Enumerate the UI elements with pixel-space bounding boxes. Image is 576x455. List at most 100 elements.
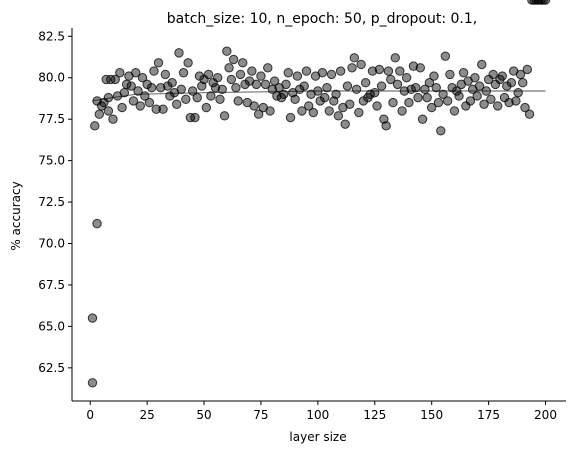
data-point xyxy=(343,82,351,90)
data-point xyxy=(382,122,390,130)
data-point xyxy=(286,113,294,121)
data-point xyxy=(282,80,290,88)
data-point xyxy=(302,67,310,75)
data-point xyxy=(334,112,342,120)
x-tick-label: 25 xyxy=(139,408,154,422)
data-point xyxy=(357,60,365,68)
data-point xyxy=(318,69,326,77)
data-point xyxy=(346,100,354,108)
data-point xyxy=(223,47,231,55)
y-tick-label: 72.5 xyxy=(38,195,65,209)
data-point xyxy=(216,95,224,103)
data-point xyxy=(450,107,458,115)
data-point xyxy=(498,72,506,80)
data-point xyxy=(487,95,495,103)
data-point xyxy=(398,107,406,115)
data-point xyxy=(373,102,381,110)
data-point xyxy=(227,75,235,83)
data-point xyxy=(177,85,185,93)
data-point xyxy=(327,70,335,78)
y-tick-label: 80.0 xyxy=(38,71,65,85)
data-point xyxy=(293,72,301,80)
data-point xyxy=(336,67,344,75)
data-point xyxy=(184,59,192,67)
data-point xyxy=(320,93,328,101)
data-point xyxy=(109,115,117,123)
data-point xyxy=(173,100,181,108)
data-point xyxy=(446,70,454,78)
data-point xyxy=(150,67,158,75)
data-point xyxy=(434,98,442,106)
x-axis-title: layer size xyxy=(289,430,346,444)
data-point xyxy=(159,105,167,113)
data-point xyxy=(248,67,256,75)
data-point xyxy=(519,79,527,87)
data-point xyxy=(93,219,101,227)
data-point xyxy=(136,102,144,110)
data-point xyxy=(512,97,520,105)
data-point xyxy=(104,107,112,115)
y-ticks: 62.5 65.0 67.5 70.0 72.5 75.0 77.5 80.0 82.5 xyxy=(38,29,72,375)
data-point xyxy=(264,64,272,72)
y-axis-title: % accuracy xyxy=(9,181,23,250)
x-tick-label: 175 xyxy=(477,408,500,422)
data-point xyxy=(384,67,392,75)
data-point xyxy=(225,64,233,72)
data-point xyxy=(437,127,445,135)
data-point xyxy=(234,97,242,105)
data-point xyxy=(88,314,96,322)
y-tick-label: 65.0 xyxy=(38,319,65,333)
data-point xyxy=(95,110,103,118)
data-point xyxy=(405,98,413,106)
x-tick-label: 100 xyxy=(306,408,329,422)
x-tick-label: 125 xyxy=(363,408,386,422)
data-point xyxy=(494,102,502,110)
data-point xyxy=(371,88,379,96)
data-point xyxy=(175,49,183,57)
data-point xyxy=(341,120,349,128)
x-tick-label: 0 xyxy=(86,408,94,422)
data-point xyxy=(202,103,210,111)
data-point xyxy=(88,379,96,387)
data-point xyxy=(455,92,463,100)
data-point xyxy=(414,93,422,101)
data-point xyxy=(154,59,162,67)
data-point xyxy=(239,59,247,67)
data-point xyxy=(473,92,481,100)
data-point xyxy=(350,54,358,62)
data-point xyxy=(236,70,244,78)
data-point xyxy=(377,82,385,90)
data-point xyxy=(250,102,258,110)
y-tick-label: 82.5 xyxy=(38,29,65,43)
data-point xyxy=(252,80,260,88)
data-point xyxy=(257,72,265,80)
data-point xyxy=(116,69,124,77)
data-point xyxy=(471,74,479,82)
data-point xyxy=(300,82,308,90)
data-point xyxy=(291,95,299,103)
data-point xyxy=(145,98,153,106)
data-point xyxy=(355,108,363,116)
data-point xyxy=(204,70,212,78)
data-point xyxy=(361,79,369,87)
data-point xyxy=(441,52,449,60)
data-point xyxy=(459,69,467,77)
data-point xyxy=(418,115,426,123)
data-point xyxy=(393,80,401,88)
data-point xyxy=(168,79,176,87)
x-ticks: 0 25 50 75 100 125 150 175 200 xyxy=(86,401,557,422)
data-point xyxy=(423,93,431,101)
data-point xyxy=(541,0,549,4)
y-tick-label: 75.0 xyxy=(38,154,65,168)
data-point xyxy=(118,103,126,111)
y-tick-label: 67.5 xyxy=(38,278,65,292)
data-point xyxy=(514,88,522,96)
data-point xyxy=(325,107,333,115)
data-point xyxy=(375,65,383,73)
data-point xyxy=(348,64,356,72)
data-point xyxy=(523,65,531,73)
y-tick-label: 70.0 xyxy=(38,237,65,251)
data-point xyxy=(191,113,199,121)
x-tick-label: 150 xyxy=(420,408,443,422)
